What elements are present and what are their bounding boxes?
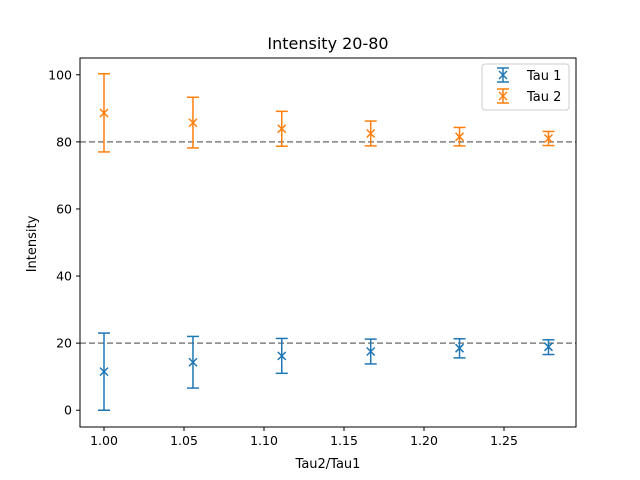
x-tick-label: 1.20 — [410, 433, 438, 448]
data-point — [366, 346, 376, 357]
plot-frame — [79, 57, 577, 428]
data-point — [454, 343, 465, 353]
data-point — [366, 128, 376, 139]
x-axis-label: Tau2/Tau1 — [295, 457, 361, 472]
legend-entry-1: Tau 2 — [497, 88, 561, 105]
data-point — [277, 124, 287, 134]
legend-swatch-marker — [498, 70, 508, 80]
y-tick-label: 80 — [56, 134, 72, 149]
chart-title: Intensity 20-80 — [267, 34, 388, 53]
y-tick-label: 40 — [56, 269, 72, 284]
legend-label: Tau 1 — [526, 69, 561, 84]
legend: Tau 1 Tau 2 — [481, 63, 570, 111]
data-point — [99, 108, 109, 118]
x-axis-ticks: 1.00 1.05 1.10 1.15 1.20 1.25 — [90, 427, 518, 448]
y-tick-label: 20 — [56, 336, 72, 351]
data-point — [454, 132, 465, 142]
series-0 — [98, 332, 555, 411]
data-point — [99, 367, 109, 377]
data-point — [188, 357, 198, 367]
x-tick-label: 1.25 — [490, 433, 518, 448]
legend-entries: Tau 1 Tau 2 — [497, 67, 561, 105]
series-1 — [98, 73, 555, 153]
x-tick-label: 1.00 — [90, 433, 118, 448]
legend-entry-0: Tau 1 — [497, 67, 561, 84]
legend-label: Tau 2 — [526, 90, 561, 105]
data-point — [277, 351, 287, 361]
y-axis-label: Intensity — [25, 215, 40, 272]
data-point — [543, 342, 554, 352]
x-tick-label: 1.05 — [170, 433, 198, 448]
y-axis-ticks: 0 20 40 60 80 100 — [48, 67, 80, 418]
y-tick-label: 60 — [56, 201, 72, 216]
legend-swatch-marker — [498, 91, 508, 101]
y-tick-label: 0 — [64, 403, 72, 418]
x-tick-label: 1.15 — [330, 433, 358, 448]
data-point — [188, 118, 198, 128]
y-tick-label: 100 — [48, 67, 72, 82]
data-point — [543, 133, 554, 144]
plot-layer — [80, 73, 576, 411]
x-tick-label: 1.10 — [250, 433, 278, 448]
